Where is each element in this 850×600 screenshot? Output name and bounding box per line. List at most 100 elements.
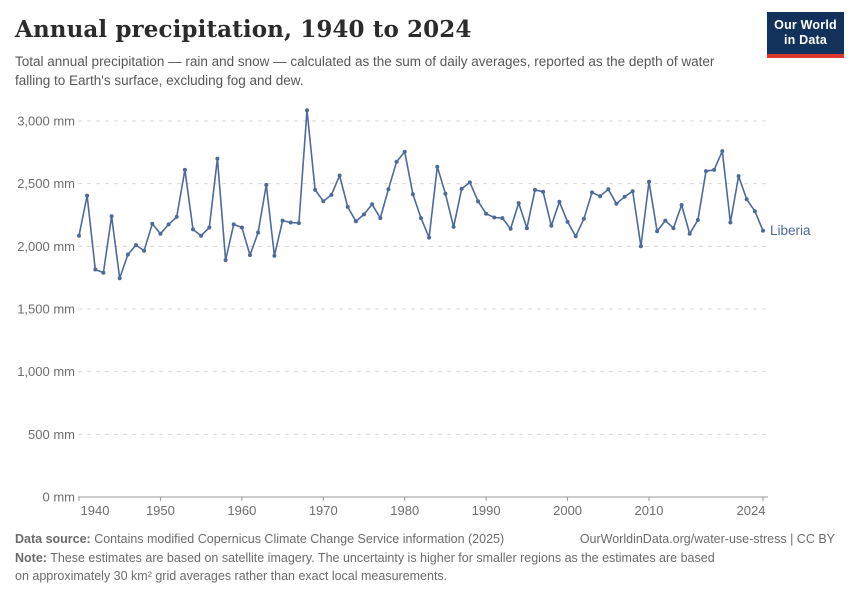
data-point (712, 167, 717, 172)
data-point (85, 193, 90, 198)
data-point (410, 192, 415, 197)
data-point (117, 276, 122, 281)
data-point (288, 220, 293, 225)
data-point (655, 229, 660, 234)
data-point (744, 197, 749, 202)
y-axis-label: 2,500 mm (17, 176, 75, 191)
data-point (321, 199, 326, 204)
data-point (565, 219, 570, 224)
data-point (215, 156, 220, 161)
data-point (101, 270, 106, 275)
x-axis-label: 1990 (472, 503, 501, 518)
data-point (345, 204, 350, 209)
y-axis-label: 1,500 mm (17, 302, 75, 317)
y-axis-label: 3,000 mm (17, 114, 75, 129)
x-axis-label: 1960 (227, 503, 256, 518)
data-source: Data source: Contains modified Copernicu… (15, 531, 504, 549)
data-point (313, 187, 318, 192)
data-point (508, 226, 513, 231)
data-point (207, 225, 212, 230)
x-axis-label: 1970 (309, 503, 338, 518)
data-point (272, 253, 277, 258)
data-point (264, 182, 269, 187)
note-label: Note: (15, 551, 47, 565)
data-point (736, 174, 741, 179)
chart-subtitle: Total annual precipitation — rain and sn… (15, 54, 715, 88)
data-point (296, 221, 301, 226)
data-point (150, 221, 155, 226)
data-point (166, 222, 171, 227)
data-point (158, 231, 163, 236)
y-axis-label: 500 mm (28, 427, 75, 442)
note-text: These estimates are based on satellite i… (15, 551, 715, 583)
data-point (606, 187, 611, 192)
data-point (443, 191, 448, 196)
data-point (305, 108, 309, 113)
chart-note: Note: These estimates are based on satel… (15, 550, 725, 586)
data-point (231, 222, 236, 227)
x-axis-label: 2010 (635, 503, 664, 518)
owid-logo-line1: Our World (774, 18, 837, 32)
data-point (142, 248, 147, 253)
data-point (329, 192, 334, 197)
line-chart[interactable]: 0 mm 500 mm 1,000 mm 1,500 mm 2,000 mm 2,500 … (0, 100, 850, 530)
y-axis-label: 1,000 mm (17, 364, 75, 379)
data-point (451, 224, 456, 229)
y-axis-label: 2,000 mm (17, 239, 75, 254)
data-point (647, 179, 651, 184)
data-point (386, 187, 391, 192)
x-axis-label: 1940 (81, 503, 110, 518)
data-point (182, 167, 187, 172)
owid-logo: Our World in Data (767, 12, 844, 58)
data-point (199, 233, 204, 238)
data-point (134, 243, 138, 248)
data-point (573, 234, 578, 239)
data-point (728, 220, 733, 225)
data-point (337, 173, 342, 178)
data-point (549, 223, 554, 228)
data-point (402, 149, 407, 154)
page-title: Annual precipitation, 1940 to 2024 (15, 16, 472, 43)
data-point (256, 230, 261, 235)
data-point (622, 194, 627, 199)
data-point (492, 215, 497, 220)
data-point (191, 227, 195, 232)
data-point (353, 219, 358, 224)
data-point (516, 201, 521, 206)
x-axis-label: 1980 (390, 503, 419, 518)
data-point (752, 209, 757, 214)
owid-link[interactable]: OurWorldinData.org/water-use-stress | CC… (579, 532, 835, 546)
data-source-text: Contains modified Copernicus Climate Cha… (90, 532, 505, 546)
data-point (720, 149, 725, 154)
data-point (125, 252, 130, 257)
x-axis-label: 1950 (146, 503, 175, 518)
data-point (614, 201, 619, 206)
data-point (663, 218, 668, 223)
data-point (533, 187, 537, 192)
entity-label: Liberia (770, 223, 811, 238)
data-point (378, 216, 383, 221)
data-point (671, 226, 676, 231)
data-point (557, 199, 562, 204)
data-point (500, 216, 505, 221)
data-point (638, 244, 643, 249)
owid-logo-line2: in Data (783, 33, 828, 48)
data-point (541, 189, 546, 194)
x-axis-label: 2024 (737, 503, 766, 518)
data-point (679, 203, 684, 207)
data-point (630, 189, 635, 194)
data-point (239, 225, 244, 230)
data-point (476, 199, 480, 204)
data-point (581, 216, 586, 221)
data-point (109, 214, 114, 219)
data-point (419, 216, 423, 221)
data-point (93, 267, 98, 272)
data-point (687, 231, 692, 236)
x-axis-label: 2000 (553, 503, 582, 518)
data-point (77, 233, 81, 238)
data-point (467, 180, 472, 185)
data-point (459, 186, 464, 191)
chart-area: 0 mm 500 mm 1,000 mm 1,500 mm 2,000 mm 2,500 … (0, 100, 850, 530)
data-point (174, 214, 179, 219)
